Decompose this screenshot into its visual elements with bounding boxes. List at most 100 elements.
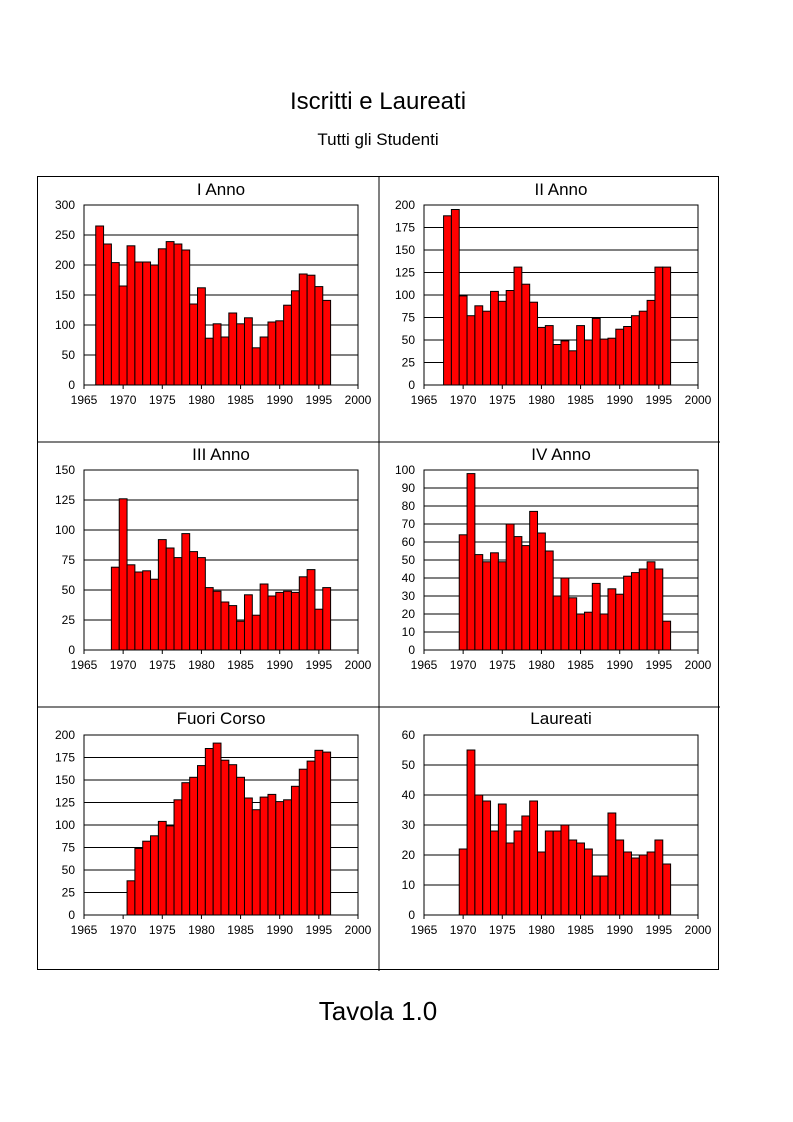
x-tick-label: 1980: [528, 658, 555, 672]
y-tick-label: 50: [402, 553, 416, 567]
bar-1981: [544, 830, 554, 916]
y-tick-label: 10: [402, 878, 416, 892]
y-tick-label: 50: [62, 348, 76, 362]
x-tick-label: 1990: [266, 658, 293, 672]
x-tick-label: 1995: [306, 923, 333, 937]
bar-1996: [662, 863, 672, 916]
x-tick-label: 1980: [528, 923, 555, 937]
y-tick-label: 10: [402, 625, 416, 639]
y-tick-label: 0: [408, 908, 415, 922]
x-tick-label: 1990: [266, 393, 293, 407]
x-tick-label: 2000: [345, 658, 372, 672]
panel-title: IV Anno: [531, 445, 591, 464]
x-tick-label: 2000: [685, 658, 712, 672]
x-tick-label: 1970: [450, 658, 477, 672]
y-tick-label: 150: [55, 288, 75, 302]
y-tick-label: 25: [62, 613, 76, 627]
y-tick-label: 175: [395, 221, 415, 235]
x-tick-label: 1995: [646, 658, 673, 672]
bar-1990: [615, 839, 625, 916]
bar-1970: [458, 848, 468, 916]
bar-1989: [607, 812, 617, 916]
y-tick-label: 25: [62, 886, 76, 900]
x-tick-label: 1975: [149, 393, 176, 407]
panel-title: II Anno: [535, 180, 588, 199]
x-tick-label: 1975: [149, 658, 176, 672]
bar-1973: [482, 800, 492, 916]
y-tick-label: 150: [395, 243, 415, 257]
bar-1992: [630, 857, 640, 916]
panel-title: I Anno: [197, 180, 245, 199]
y-tick-label: 175: [55, 751, 75, 765]
bar-1987: [591, 875, 601, 916]
y-tick-label: 300: [55, 198, 75, 212]
x-tick-label: 1965: [411, 393, 438, 407]
y-tick-label: 250: [55, 228, 75, 242]
y-tick-label: 60: [402, 535, 416, 549]
y-tick-label: 75: [62, 841, 76, 855]
x-tick-label: 1970: [110, 393, 137, 407]
x-tick-label: 1985: [567, 923, 594, 937]
y-tick-label: 125: [55, 493, 75, 507]
x-tick-label: 2000: [345, 393, 372, 407]
y-tick-label: 80: [402, 499, 416, 513]
page-title: Iscritti e Laureati: [289, 88, 467, 115]
x-tick-label: 2000: [685, 393, 712, 407]
y-tick-label: 200: [55, 258, 75, 272]
panel-title: Laureati: [530, 709, 591, 728]
plot-frame: [423, 734, 699, 916]
x-tick-label: 1965: [71, 923, 98, 937]
y-tick-label: 0: [68, 643, 75, 657]
y-tick-label: 0: [68, 908, 75, 922]
y-tick-label: 0: [408, 378, 415, 392]
bar-1976: [505, 842, 515, 916]
y-tick-label: 50: [402, 333, 416, 347]
y-tick-label: 75: [62, 553, 76, 567]
y-tick-label: 0: [408, 643, 415, 657]
x-tick-label: 1990: [606, 658, 633, 672]
bar-1982: [552, 830, 562, 916]
bar-1991: [623, 851, 632, 916]
x-tick-label: 1980: [188, 393, 215, 407]
bar-1972: [474, 794, 484, 916]
y-tick-label: 100: [395, 288, 415, 302]
y-tick-label: 20: [402, 607, 416, 621]
y-tick-label: 200: [395, 198, 415, 212]
bar-1984: [568, 839, 578, 916]
x-tick-label: 1980: [188, 658, 215, 672]
y-tick-label: 70: [402, 517, 416, 531]
bar-1974: [490, 830, 499, 916]
page-subtitle: Tutti gli Studenti: [317, 130, 439, 149]
y-tick-label: 75: [402, 311, 416, 325]
x-tick-label: 1990: [266, 923, 293, 937]
x-tick-label: 1980: [188, 923, 215, 937]
x-tick-label: 1990: [606, 393, 633, 407]
y-tick-label: 90: [402, 481, 416, 495]
y-tick-label: 25: [402, 356, 416, 370]
y-tick-label: 150: [55, 773, 75, 787]
plot-frame: [83, 734, 359, 916]
x-tick-label: 1975: [489, 658, 516, 672]
bar-1983: [560, 824, 570, 916]
x-tick-label: 1995: [646, 393, 673, 407]
plot-frame: [423, 204, 699, 386]
x-tick-label: 2000: [345, 923, 372, 937]
y-tick-label: 40: [402, 788, 416, 802]
bar-1995: [654, 839, 664, 916]
x-tick-label: 1990: [606, 923, 633, 937]
y-tick-label: 30: [402, 818, 416, 832]
bar-1977: [513, 830, 523, 916]
x-tick-label: 1965: [71, 658, 98, 672]
x-tick-label: 1970: [110, 658, 137, 672]
bar-1993: [638, 854, 648, 916]
x-tick-label: 1985: [567, 658, 594, 672]
bar-1978: [521, 815, 531, 916]
y-tick-label: 200: [55, 728, 75, 742]
x-tick-label: 1975: [149, 923, 176, 937]
bar-1986: [583, 848, 593, 916]
x-tick-label: 1985: [227, 658, 254, 672]
bar-1980: [537, 851, 546, 916]
